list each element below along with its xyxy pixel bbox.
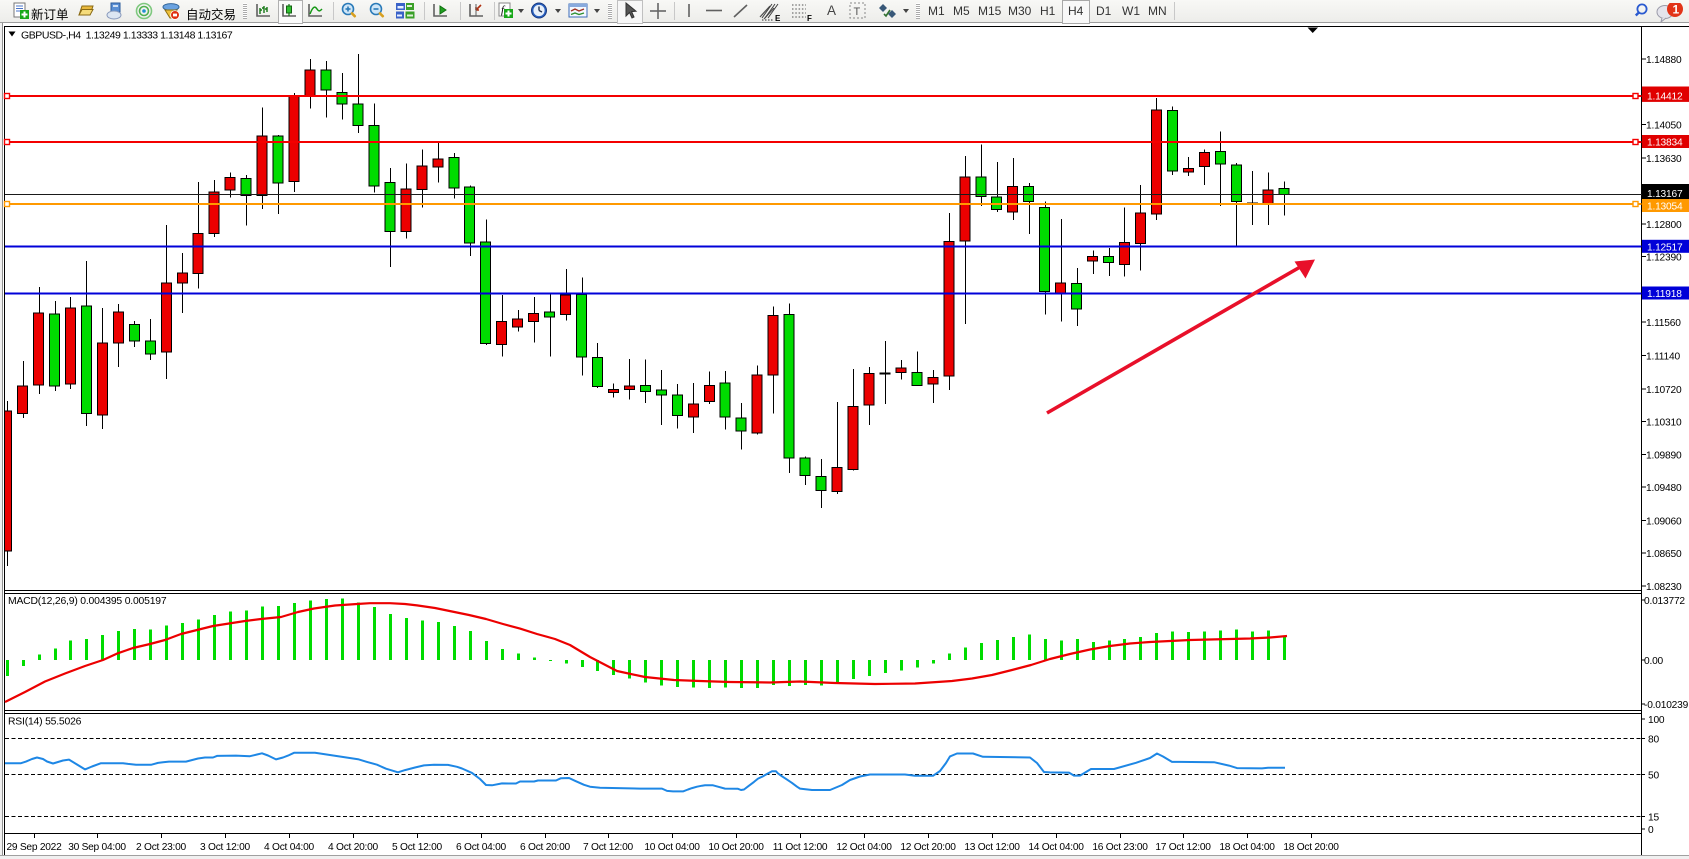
svg-text:1.11918: 1.11918 bbox=[1647, 289, 1682, 300]
svg-text:13 Oct 12:00: 13 Oct 12:00 bbox=[964, 842, 1020, 853]
svg-text:12 Oct 04:00: 12 Oct 04:00 bbox=[836, 842, 892, 853]
svg-text:1.13054: 1.13054 bbox=[1647, 202, 1683, 213]
svg-text:1.12517: 1.12517 bbox=[1647, 242, 1683, 253]
svg-text:1.13834: 1.13834 bbox=[1647, 138, 1683, 149]
svg-text:1.11560: 1.11560 bbox=[1646, 318, 1681, 329]
svg-text:50: 50 bbox=[1648, 771, 1659, 782]
svg-text:6 Oct 04:00: 6 Oct 04:00 bbox=[456, 842, 507, 853]
svg-text:2 Oct 23:00: 2 Oct 23:00 bbox=[136, 842, 187, 853]
svg-text:1.08230: 1.08230 bbox=[1646, 582, 1682, 593]
svg-text:6 Oct 20:00: 6 Oct 20:00 bbox=[520, 842, 571, 853]
svg-text:-0.010239: -0.010239 bbox=[1644, 700, 1689, 711]
svg-text:18 Oct 20:00: 18 Oct 20:00 bbox=[1283, 842, 1339, 853]
svg-text:1.14880: 1.14880 bbox=[1646, 55, 1682, 66]
svg-text:12 Oct 20:00: 12 Oct 20:00 bbox=[900, 842, 956, 853]
svg-text:RSI(14) 55.5026: RSI(14) 55.5026 bbox=[8, 717, 82, 728]
svg-text:1.10310: 1.10310 bbox=[1646, 417, 1682, 428]
svg-text:10 Oct 20:00: 10 Oct 20:00 bbox=[708, 842, 764, 853]
svg-text:1.08650: 1.08650 bbox=[1646, 549, 1682, 560]
svg-text:1.12390: 1.12390 bbox=[1646, 252, 1682, 263]
svg-text:F: F bbox=[807, 14, 812, 22]
svg-text:0.00: 0.00 bbox=[1644, 656, 1664, 667]
svg-text:1.11140: 1.11140 bbox=[1646, 352, 1680, 363]
svg-text:10 Oct 04:00: 10 Oct 04:00 bbox=[644, 842, 700, 853]
svg-text:1.14050: 1.14050 bbox=[1646, 121, 1682, 132]
svg-text:18 Oct 04:00: 18 Oct 04:00 bbox=[1219, 842, 1275, 853]
svg-text:80: 80 bbox=[1648, 735, 1659, 746]
svg-text:5 Oct 12:00: 5 Oct 12:00 bbox=[392, 842, 443, 853]
svg-text:1.09890: 1.09890 bbox=[1646, 451, 1682, 462]
svg-text:30 Sep 04:00: 30 Sep 04:00 bbox=[68, 842, 126, 853]
svg-text:29 Sep 2022: 29 Sep 2022 bbox=[6, 842, 62, 853]
svg-text:1: 1 bbox=[1673, 3, 1680, 17]
svg-text:17 Oct 12:00: 17 Oct 12:00 bbox=[1155, 842, 1211, 853]
svg-text:15: 15 bbox=[1648, 813, 1659, 824]
svg-text:1.12800: 1.12800 bbox=[1646, 220, 1682, 231]
svg-text:4 Oct 20:00: 4 Oct 20:00 bbox=[328, 842, 379, 853]
svg-text:1.09060: 1.09060 bbox=[1646, 516, 1682, 527]
svg-text:14 Oct 04:00: 14 Oct 04:00 bbox=[1028, 842, 1084, 853]
svg-text:4 Oct 04:00: 4 Oct 04:00 bbox=[264, 842, 315, 853]
svg-text:1.14412: 1.14412 bbox=[1647, 91, 1683, 102]
svg-text:16 Oct 23:00: 16 Oct 23:00 bbox=[1092, 842, 1148, 853]
svg-text:1.13630: 1.13630 bbox=[1646, 154, 1682, 165]
svg-text:E: E bbox=[775, 14, 781, 22]
svg-text:1.09480: 1.09480 bbox=[1646, 483, 1682, 494]
svg-text:T: T bbox=[854, 6, 861, 18]
svg-text:100: 100 bbox=[1648, 715, 1665, 726]
svg-text:0.013772: 0.013772 bbox=[1644, 596, 1685, 607]
svg-text:11 Oct 12:00: 11 Oct 12:00 bbox=[773, 842, 828, 853]
svg-text:GBPUSD-,H4 1.13249 1.13333 1.: GBPUSD-,H4 1.13249 1.13333 1.13148 1.131… bbox=[21, 30, 233, 42]
svg-text:1.10720: 1.10720 bbox=[1646, 385, 1682, 396]
svg-text:7 Oct 12:00: 7 Oct 12:00 bbox=[583, 842, 634, 853]
svg-text:3 Oct 12:00: 3 Oct 12:00 bbox=[200, 842, 251, 853]
svg-text:f: f bbox=[501, 4, 506, 16]
svg-text:MACD(12,26,9) 0.004395 0.00519: MACD(12,26,9) 0.004395 0.005197 bbox=[8, 596, 167, 607]
svg-text:1.13167: 1.13167 bbox=[1647, 189, 1683, 200]
svg-text:0: 0 bbox=[1648, 825, 1654, 836]
